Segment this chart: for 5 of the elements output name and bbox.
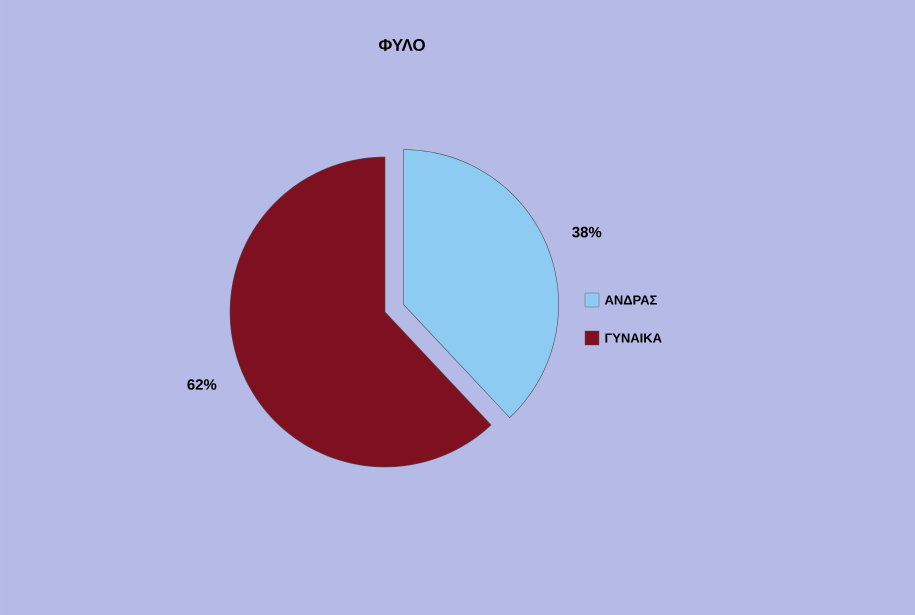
data-label: 62% (187, 379, 216, 390)
legend-label: ΑΝΔΡΑΣ (604, 296, 657, 304)
data-label: 38% (572, 226, 602, 238)
chart-title: ΦΥΛΟ (378, 39, 425, 51)
legend-label: ΓΥΝΑΙΚΑ (605, 334, 662, 342)
